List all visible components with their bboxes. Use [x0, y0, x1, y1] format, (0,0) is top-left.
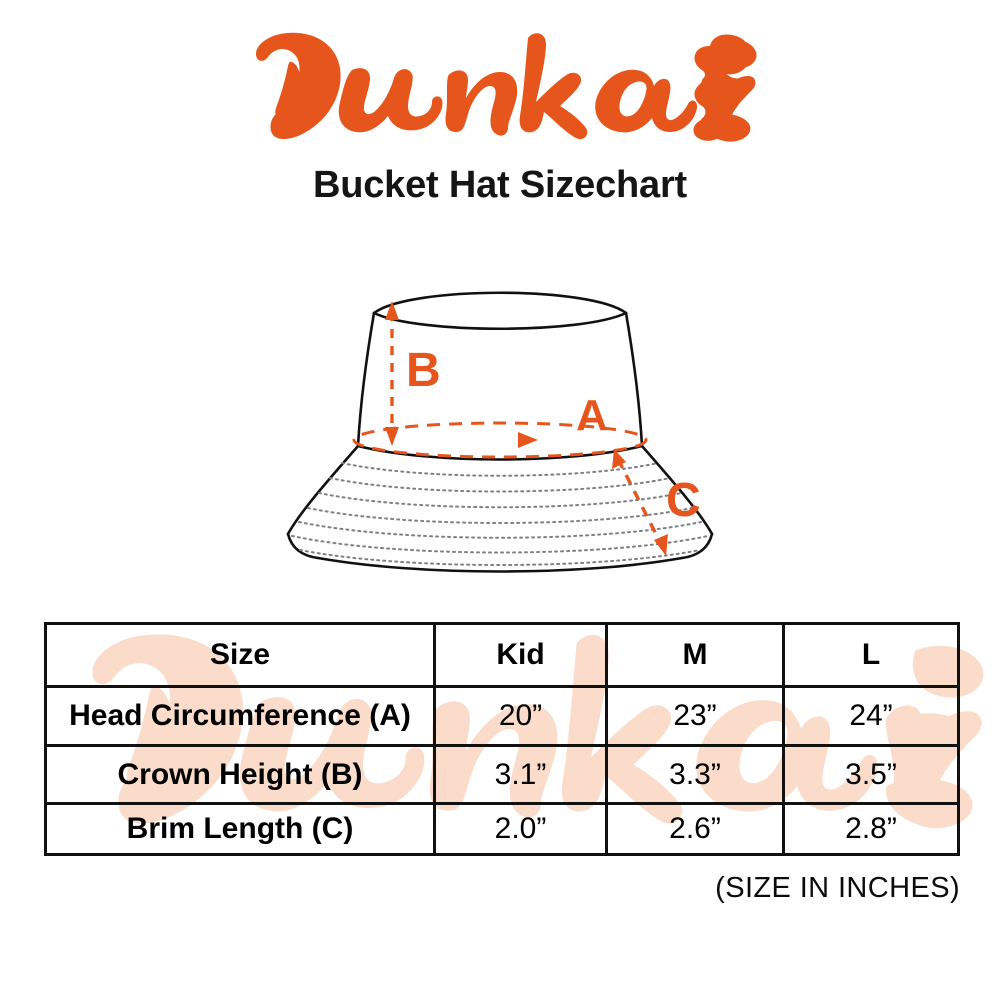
size-chart-table: Size Kid M L Head Circumference (A) 20” … — [44, 622, 960, 856]
dimension-b-arrow — [385, 301, 399, 446]
column-header-l: L — [782, 622, 960, 688]
hat-diagram: A B C — [0, 250, 1000, 590]
cell-brim-length-l: 2.8” — [782, 802, 960, 856]
cell-head-circumference-m: 23” — [605, 685, 785, 747]
column-header-m: M — [605, 622, 785, 688]
size-unit-note: (SIZE IN INCHES) — [715, 872, 960, 904]
cell-crown-height-l: 3.5” — [782, 744, 960, 805]
cell-head-circumference-kid: 20” — [433, 685, 608, 747]
cell-crown-height-kid: 3.1” — [433, 744, 608, 805]
brim-stitch-lines — [291, 462, 709, 566]
hat-brim — [286, 444, 714, 573]
row-label-crown-height: Crown Height (B) — [44, 744, 436, 805]
brand-logo — [0, 18, 1000, 148]
cell-head-circumference-l: 24” — [782, 685, 960, 747]
table-row: Crown Height (B) 3.1” 3.3” 3.5” — [44, 744, 960, 805]
dimension-a-ellipse — [352, 421, 648, 459]
table-row: Head Circumference (A) 20” 23” 24” — [44, 685, 960, 747]
column-header-size: Size — [44, 622, 436, 688]
page-subtitle: Bucket Hat Sizechart — [312, 164, 687, 206]
dimension-c-label: C — [666, 474, 701, 527]
cell-brim-length-m: 2.6” — [605, 802, 785, 856]
row-label-brim-length: Brim Length (C) — [44, 802, 436, 856]
row-label-head-circumference: Head Circumference (A) — [44, 685, 436, 747]
cell-brim-length-kid: 2.0” — [433, 802, 608, 856]
column-header-kid: Kid — [433, 622, 608, 688]
cell-crown-height-m: 3.3” — [605, 744, 785, 805]
dimension-c-arrow — [612, 449, 668, 556]
table-header-row: Size Kid M L — [44, 622, 960, 688]
brand-wordmark-dunkare — [256, 32, 757, 142]
table-row: Brim Length (C) 2.0” 2.6” 2.8” — [44, 802, 960, 856]
dimension-a-label: A — [576, 391, 608, 440]
page-header: Bucket Hat Sizechart — [0, 0, 1000, 225]
size-table-container: Size Kid M L Head Circumference (A) 20” … — [44, 622, 984, 856]
dimension-b-label: B — [406, 344, 441, 397]
bucket-hat-illustration: A B C — [286, 291, 714, 573]
